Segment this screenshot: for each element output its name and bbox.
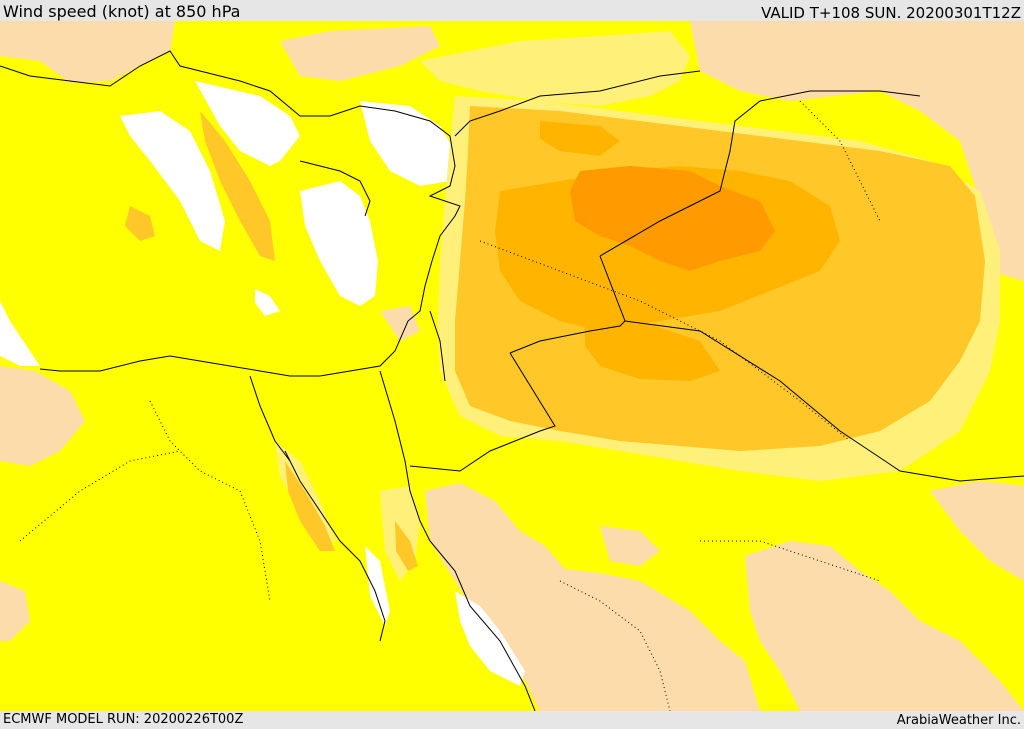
calm-zones [0, 81, 525, 686]
wind-speed-map [0, 21, 1024, 711]
model-run-label: ECMWF MODEL RUN: 20200226T00Z [3, 712, 244, 727]
footer-bar: ECMWF MODEL RUN: 20200226T00Z ArabiaWeat… [0, 711, 1024, 729]
max-wind-zones [570, 166, 775, 271]
map-canvas [0, 21, 1024, 711]
map-title: Wind speed (knot) at 850 hPa [3, 2, 241, 21]
valid-time-label: VALID T+108 SUN. 20200301T12Z [761, 4, 1021, 22]
header-bar: Wind speed (knot) at 850 hPa VALID T+108… [0, 0, 1024, 22]
internal-boundaries [19, 100, 881, 711]
coastlines [0, 50, 536, 711]
country-borders [409, 70, 1024, 482]
credit-label: ArabiaWeather Inc. [896, 713, 1021, 728]
